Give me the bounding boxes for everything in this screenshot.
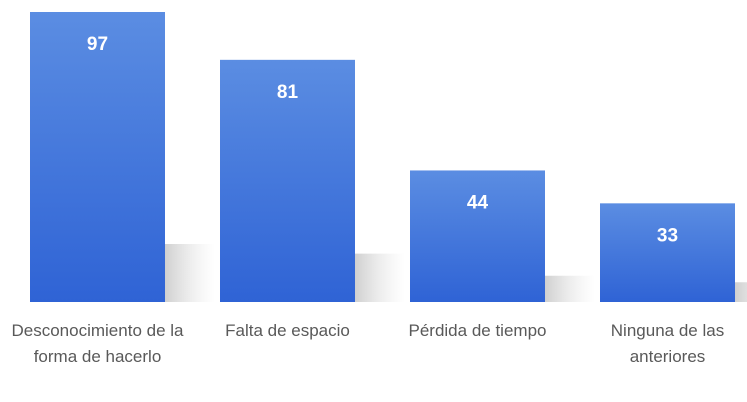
category-label: Falta de espacio (225, 321, 350, 340)
category-label: Ninguna de las anteriores (610, 321, 725, 366)
bar (30, 12, 165, 302)
bar-shadow (545, 275, 595, 302)
category-label: Desconocimiento de la forma de hacerlo (11, 321, 184, 366)
category-label: Pérdida de tiempo (408, 321, 547, 340)
bar (220, 59, 355, 302)
value-label: 81 (277, 82, 299, 103)
bar (600, 203, 735, 302)
bar (410, 170, 545, 302)
value-label: 44 (467, 192, 489, 213)
bar-shadow (735, 282, 747, 302)
bar-shadow (165, 244, 215, 302)
value-label: 97 (87, 34, 108, 55)
bar-shadow (355, 253, 405, 302)
value-label: 33 (657, 225, 678, 246)
